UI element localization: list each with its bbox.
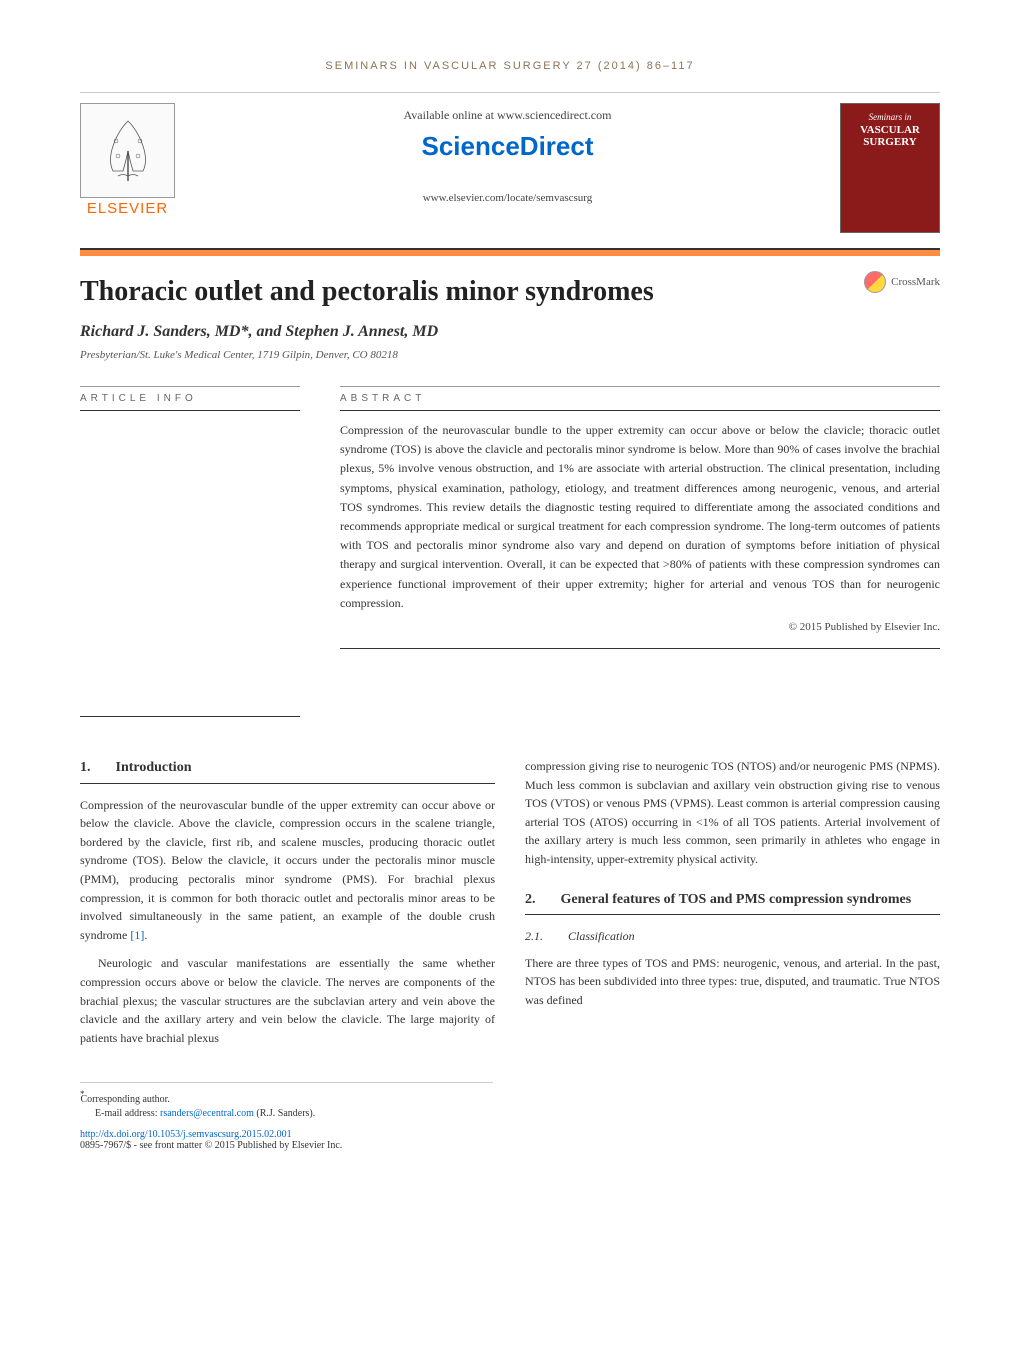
journal-homepage-url[interactable]: www.elsevier.com/locate/semvascsurg (195, 192, 820, 204)
abstract-label: ABSTRACT (340, 386, 940, 411)
elsevier-logo-block: ELSEVIER (80, 103, 175, 217)
section-1-number: 1. (80, 757, 91, 779)
running-header: SEMINARS IN VASCULAR SURGERY 27 (2014) 8… (80, 60, 940, 72)
footnotes-block: *Corresponding author. E-mail address: r… (80, 1082, 493, 1118)
email-line: E-mail address: rsanders@ecentral.com (R… (80, 1108, 493, 1119)
email-suffix: (R.J. Sanders). (254, 1108, 315, 1119)
article-info-spacer (80, 421, 300, 701)
issn-copyright-line: 0895-7967/$ - see front matter © 2015 Pu… (80, 1140, 940, 1151)
available-online-text: Available online at www.sciencedirect.co… (195, 108, 820, 123)
section-1-title: Introduction (116, 757, 192, 779)
email-label: E-mail address: (95, 1108, 160, 1119)
running-header-text: SEMINARS IN VASCULAR SURGERY 27 (2014) 8… (325, 60, 694, 72)
section-2-title: General features of TOS and PMS compress… (561, 889, 912, 911)
elsevier-tree-icon (80, 103, 175, 198)
section-1-para-2: Neurologic and vascular manifestations a… (80, 954, 495, 1047)
sciencedirect-logo[interactable]: ScienceDirect (195, 131, 820, 162)
reference-link-1[interactable]: [1] (130, 928, 144, 942)
s1p1b: . (144, 928, 147, 942)
affiliation-line: Presbyterian/St. Luke's Medical Center, … (80, 349, 654, 361)
article-info-label: ARTICLE INFO (80, 386, 300, 411)
tree-svg (88, 111, 168, 191)
cover-line3: SURGERY (847, 136, 933, 148)
abstract-copyright: © 2015 Published by Elsevier Inc. (340, 621, 940, 633)
body-column-right: compression giving rise to neurogenic TO… (525, 757, 940, 1057)
abstract-text: Compression of the neurovascular bundle … (340, 421, 940, 613)
publisher-banner: ELSEVIER Available online at www.science… (80, 92, 940, 243)
body-column-left: 1. Introduction Compression of the neuro… (80, 757, 495, 1057)
abstract-column: ABSTRACT Compression of the neurovascula… (340, 386, 940, 717)
info-abstract-row: ARTICLE INFO ABSTRACT Compression of the… (80, 386, 940, 717)
article-info-column: ARTICLE INFO (80, 386, 300, 717)
corresponding-author-note: *Corresponding author. (80, 1089, 493, 1104)
section-2-heading: 2. General features of TOS and PMS compr… (525, 889, 940, 916)
subsection-2-1-number: 2.1. (525, 927, 543, 946)
article-page: SEMINARS IN VASCULAR SURGERY 27 (2014) 8… (0, 0, 1020, 1191)
title-block: Thoracic outlet and pectoralis minor syn… (80, 256, 654, 386)
abstract-bottom-rule (340, 648, 940, 649)
subsection-2-1-title: Classification (568, 927, 635, 946)
article-title: Thoracic outlet and pectoralis minor syn… (80, 276, 654, 308)
doi-link[interactable]: http://dx.doi.org/10.1053/j.semvascsurg.… (80, 1129, 292, 1140)
section-2-number: 2. (525, 889, 536, 911)
elsevier-wordmark: ELSEVIER (80, 200, 175, 217)
doi-block: http://dx.doi.org/10.1053/j.semvascsurg.… (80, 1129, 940, 1151)
banner-center: Available online at www.sciencedirect.co… (195, 103, 820, 204)
subsection-2-1-heading: 2.1. Classification (525, 927, 940, 946)
authors-line: Richard J. Sanders, MD*, and Stephen J. … (80, 323, 654, 341)
section-1-para-1: Compression of the neurovascular bundle … (80, 796, 495, 945)
info-bottom-rule (80, 716, 300, 717)
col2-continuation-para: compression giving rise to neurogenic TO… (525, 757, 940, 869)
cover-line1: Seminars in (847, 112, 933, 122)
body-two-columns: 1. Introduction Compression of the neuro… (80, 757, 940, 1057)
orange-divider-bar (80, 248, 940, 256)
s1p1a: Compression of the neurovascular bundle … (80, 798, 495, 942)
journal-cover-thumbnail[interactable]: Seminars in VASCULAR SURGERY (840, 103, 940, 233)
author-email-link[interactable]: rsanders@ecentral.com (160, 1108, 254, 1119)
corresponding-text: Corresponding author. (81, 1094, 170, 1105)
cover-line2: VASCULAR (847, 124, 933, 136)
title-row: Thoracic outlet and pectoralis minor syn… (80, 256, 940, 386)
crossmark-icon (864, 271, 886, 293)
section-1-heading: 1. Introduction (80, 757, 495, 784)
crossmark-label: CrossMark (891, 276, 940, 288)
crossmark-widget[interactable]: CrossMark (864, 271, 940, 293)
subsection-2-1-para-1: There are three types of TOS and PMS: ne… (525, 954, 940, 1010)
